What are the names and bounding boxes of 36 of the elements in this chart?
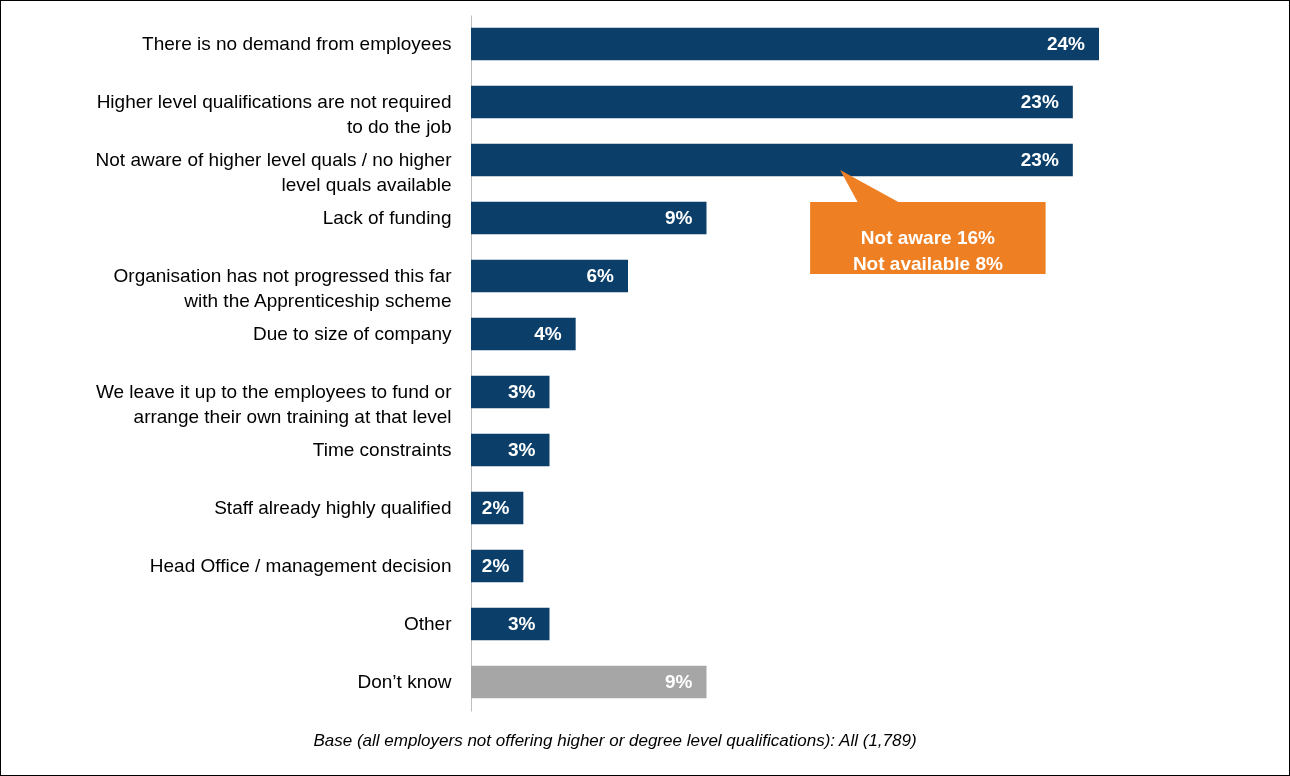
bar bbox=[471, 259, 628, 293]
data-label: 23% bbox=[1020, 149, 1059, 170]
y-tick-label: We leave it up to the employees to fund or arrange their own training at that level bbox=[95, 381, 453, 427]
y-tick-label: Not aware of higher level quals / no higher level quals available bbox=[95, 149, 453, 195]
y-tick-label: Time constraints bbox=[312, 439, 452, 460]
annotation: Not aware 16% Not available 8% bbox=[852, 227, 1003, 274]
bar bbox=[471, 85, 1073, 119]
y-tick-label: Due to size of company bbox=[252, 323, 452, 344]
data-label: 24% bbox=[1046, 33, 1086, 54]
bar bbox=[471, 433, 550, 467]
data-label: 6% bbox=[586, 265, 615, 286]
data-label: 2% bbox=[481, 555, 510, 576]
data-label: 2% bbox=[481, 497, 510, 518]
y-tick-label: Head Office / management decision bbox=[149, 555, 452, 576]
data-label: 3% bbox=[508, 381, 536, 402]
data-label: 4% bbox=[534, 323, 562, 344]
bar bbox=[471, 27, 1099, 61]
bar bbox=[471, 375, 550, 409]
text: Base (all employers not offering higher or degree level qualifications): All (1,789) bbox=[313, 731, 917, 750]
bar bbox=[471, 143, 1073, 177]
data-label: 9% bbox=[665, 671, 693, 692]
y-tick-label: Lack of funding bbox=[322, 207, 452, 228]
bar bbox=[471, 665, 707, 699]
y-tick-label: Staff already highly qualified bbox=[214, 497, 452, 518]
bar bbox=[471, 201, 707, 235]
y-tick-label: Higher level qualifications are not required to do the job bbox=[96, 91, 452, 137]
data-label: 23% bbox=[1020, 91, 1059, 112]
y-tick-label: Organisation has not progressed this far with the Apprenticeship scheme bbox=[113, 265, 453, 311]
data-label: 3% bbox=[508, 613, 536, 634]
y-tick-label: Don’t know bbox=[357, 671, 452, 692]
data-label: 9% bbox=[665, 207, 693, 228]
data-label: 3% bbox=[508, 439, 536, 460]
y-tick-label: Other bbox=[403, 613, 453, 634]
bar bbox=[471, 317, 576, 351]
y-tick-label: There is no demand from employees bbox=[142, 33, 452, 54]
bar bbox=[471, 607, 550, 641]
